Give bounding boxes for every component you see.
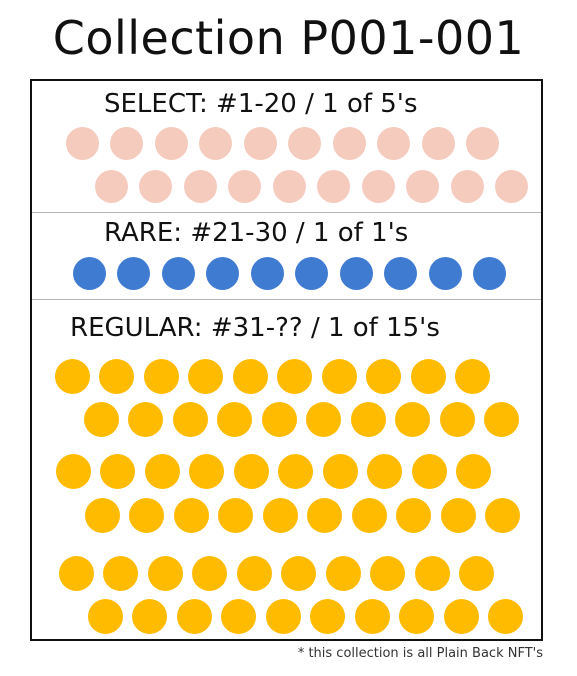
rare-nft-dot [295, 256, 328, 290]
footnote: * this collection is all Plain Back NFT'… [297, 646, 543, 661]
regular-nft-dot [459, 555, 494, 591]
regular-nft-dot [484, 401, 519, 437]
regular-nft-dot [232, 358, 268, 394]
regular-nft-dot [103, 555, 138, 591]
regular-nft-dot [233, 453, 269, 489]
regular-nft-dot [217, 401, 252, 437]
regular-nft-dot [306, 401, 341, 437]
regular-nft-dot [188, 358, 223, 394]
regular-nft-dot [414, 555, 450, 591]
regular-nft-dot [261, 401, 297, 437]
regular-nft-dot [399, 598, 434, 634]
regular-nft-dot [440, 497, 476, 533]
regular-nft-dot [143, 358, 179, 394]
select-nft-dot [361, 169, 395, 203]
regular-nft-dot [176, 598, 212, 634]
regular-nft-dot [439, 401, 475, 437]
rare-nft-dot [428, 256, 462, 290]
collection-title: Collection P001-001 [52, 11, 525, 65]
regular-nft-dot [366, 358, 401, 394]
regular-nft-dot [322, 453, 358, 489]
rare-nft-dot [473, 256, 506, 290]
regular-nft-dot [411, 453, 447, 489]
regular-nft-dot [189, 453, 224, 489]
rare-nft-dot [117, 256, 150, 290]
select-nft-dot [139, 169, 172, 203]
regular-nft-dot [55, 453, 91, 489]
regular-nft-dot [396, 497, 431, 533]
regular-nft-dot [147, 555, 183, 591]
select-nft-dot [110, 126, 143, 160]
regular-nft-dot [485, 497, 520, 533]
regular-nft-dot [144, 453, 180, 489]
regular-nft-dot [129, 497, 164, 533]
rare-nft-dot [206, 256, 239, 290]
regular-nft-dot [321, 358, 357, 394]
regular-nft-dot [325, 555, 361, 591]
regular-nft-dot [265, 598, 301, 634]
rare-nft-dot [161, 256, 195, 290]
select-nft-dot [183, 169, 217, 203]
regular-nft-dot [307, 497, 342, 533]
regular-nft-dot [173, 497, 209, 533]
regular-nft-dot [350, 401, 386, 437]
select-nft-dot [288, 126, 321, 160]
regular-nft-dot [455, 358, 490, 394]
regular-nft-dot [395, 401, 430, 437]
regular-nft-dot [277, 358, 312, 394]
regular-nft-dot [128, 401, 163, 437]
regular-nft-dot [132, 598, 167, 634]
select-nft-dot [272, 169, 306, 203]
regular-nft-dot [443, 598, 479, 634]
regular-nft-dot [456, 453, 491, 489]
rare-nft-dot [72, 256, 106, 290]
regular-nft-dot [488, 598, 523, 634]
collection-frame: SELECT: #1-20 / 1 of 5's RARE: #21-30 / … [30, 79, 543, 641]
section-divider [32, 212, 541, 213]
select-nft-dot [421, 126, 455, 160]
select-nft-dot [228, 169, 261, 203]
rare-nft-dot [339, 256, 373, 290]
select-nft-dot [466, 126, 499, 160]
regular-nft-dot [281, 555, 316, 591]
regular-nft-dot [221, 598, 256, 634]
regular-nft-dot [310, 598, 345, 634]
rare-section-label: RARE: #21-30 / 1 of 1's [104, 218, 409, 248]
select-nft-dot [199, 126, 232, 160]
select-nft-dot [317, 169, 350, 203]
select-nft-dot [495, 169, 528, 203]
regular-nft-dot [58, 555, 94, 591]
regular-nft-dot [172, 401, 208, 437]
regular-nft-dot [99, 358, 134, 394]
select-nft-dot [377, 126, 410, 160]
select-nft-dot [154, 126, 188, 160]
section-divider [32, 299, 541, 300]
regular-nft-dot [192, 555, 227, 591]
regular-nft-dot [278, 453, 313, 489]
select-section-label: SELECT: #1-20 / 1 of 5's [104, 89, 418, 119]
rare-nft-dot [384, 256, 417, 290]
regular-nft-dot [370, 555, 405, 591]
select-nft-dot [94, 169, 128, 203]
nft-dots-layer [32, 81, 541, 639]
regular-section-label: REGULAR: #31-?? / 1 of 15's [70, 313, 440, 343]
regular-nft-dot [83, 401, 119, 437]
regular-nft-dot [100, 453, 135, 489]
select-nft-dot [450, 169, 484, 203]
select-nft-dot [406, 169, 439, 203]
select-nft-dot [65, 126, 99, 160]
select-nft-dot [243, 126, 277, 160]
regular-nft-dot [84, 497, 120, 533]
select-nft-dot [332, 126, 366, 160]
regular-nft-dot [351, 497, 387, 533]
regular-nft-dot [87, 598, 123, 634]
regular-nft-dot [262, 497, 298, 533]
regular-nft-dot [54, 358, 90, 394]
regular-nft-dot [236, 555, 272, 591]
regular-nft-dot [367, 453, 402, 489]
regular-nft-dot [218, 497, 253, 533]
regular-nft-dot [410, 358, 446, 394]
rare-nft-dot [250, 256, 284, 290]
regular-nft-dot [354, 598, 390, 634]
